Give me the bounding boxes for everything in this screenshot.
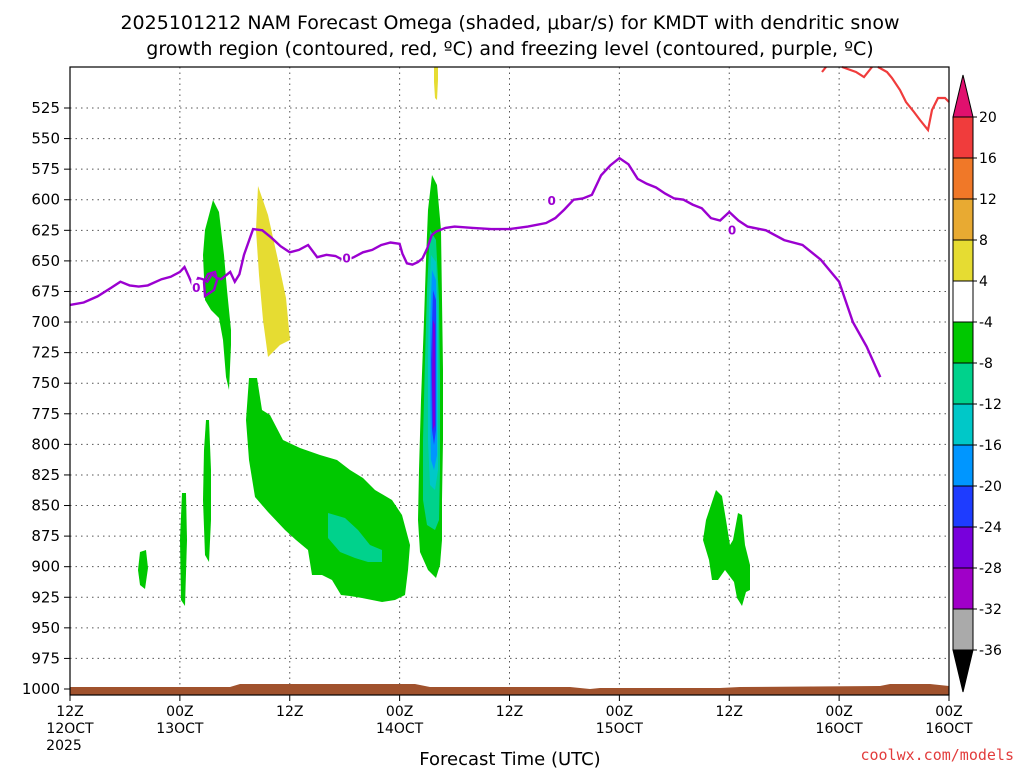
y-tick-label: 925 <box>31 588 60 606</box>
x-tick-label: 00Z <box>825 704 852 720</box>
x-tick-label: 12Z <box>716 704 743 720</box>
x-tick-label: 00Z <box>386 704 413 720</box>
y-tick-label: 750 <box>31 374 60 392</box>
freezing-label-bg <box>726 222 737 236</box>
colorbar-label: -8 <box>979 356 993 372</box>
y-tick-label: 875 <box>31 527 60 545</box>
colorbar-box <box>952 444 974 487</box>
omega-region-neg-13 <box>703 490 750 606</box>
colorbar-label: -36 <box>979 643 1002 659</box>
terrain-fill <box>70 684 949 695</box>
omega-shading <box>138 67 750 606</box>
freezing-level-contour <box>69 156 882 378</box>
dendritic-snow-growth-contour <box>821 65 950 133</box>
y-tick-label: 800 <box>31 435 60 453</box>
colorbar-label: -20 <box>979 479 1002 495</box>
y-tick-label: 1000 <box>22 680 60 698</box>
colorbar-label: -4 <box>979 315 993 331</box>
y-tick-label: 900 <box>31 558 60 576</box>
colorbar: 20 16 12 8 4 -4 -8 -12 -16 -20 -24 -28 -32 -36 <box>952 74 1002 693</box>
y-tick-label: 600 <box>31 191 60 209</box>
credit-text: coolwx.com/models <box>860 746 1014 764</box>
colorbar-label: 20 <box>979 110 997 126</box>
x-tick-label: 12Z <box>56 704 83 720</box>
y-tick-label: 850 <box>31 497 60 515</box>
freezing-label-bg <box>191 279 202 293</box>
colorbar-label: -24 <box>979 520 1002 536</box>
colorbar-box <box>952 239 974 282</box>
x-tick-label-end: 00Z <box>935 704 962 720</box>
colorbar-label: 4 <box>979 274 988 290</box>
omega-region-neg-2 <box>180 493 187 606</box>
x-tick-label: 13OCT <box>156 721 204 737</box>
x-tick-label: 16OCT <box>816 721 864 737</box>
freezing-label-bg <box>546 192 557 206</box>
omega-region-neg-11 <box>432 320 435 430</box>
colorbar-label: -28 <box>979 561 1002 577</box>
y-tick-label: 825 <box>31 466 60 484</box>
colorbar-box <box>952 526 974 569</box>
freezing-level-label: 0 <box>547 194 555 208</box>
colorbar-box <box>952 116 974 159</box>
y-axis-ticks: 525 550 575 600 625 650 675 700 725 750 775 800 825 8… <box>22 99 70 698</box>
x-axis-label: Forecast Time (UTC) <box>419 749 600 768</box>
y-tick-label: 650 <box>31 252 60 270</box>
y-tick-label: 625 <box>31 221 60 239</box>
colorbar-box <box>952 280 974 323</box>
omega-region-neg-1 <box>138 550 148 589</box>
y-tick-label: 975 <box>31 649 60 667</box>
colorbar-label: -16 <box>979 438 1002 454</box>
x-tick-label: 12Z <box>496 704 523 720</box>
omega-region-pos-1 <box>256 186 290 357</box>
colorbar-box <box>952 198 974 241</box>
y-tick-label: 525 <box>31 99 60 117</box>
colorbar-label: 12 <box>979 192 997 208</box>
colorbar-label: 8 <box>979 233 988 249</box>
chart-title-line2: growth region (contoured, red, ºC) and f… <box>146 38 873 60</box>
x-tick-label: 2025 <box>46 738 82 754</box>
colorbar-box <box>952 321 974 364</box>
y-tick-label: 675 <box>31 282 60 300</box>
x-tick-label-end-date: 16OCT <box>925 721 973 737</box>
x-tick-label: 00Z <box>166 704 193 720</box>
y-tick-label: 550 <box>31 130 60 148</box>
y-tick-label: 700 <box>31 313 60 331</box>
omega-region-neg-4 <box>203 200 231 390</box>
colorbar-label: -32 <box>979 602 1002 618</box>
colorbar-arrow-top <box>952 74 974 118</box>
colorbar-box <box>952 362 974 405</box>
omega-region-pos-2 <box>434 67 438 100</box>
x-tick-label: 12OCT <box>46 721 94 737</box>
y-tick-label: 775 <box>31 405 60 423</box>
gridlines <box>70 67 949 695</box>
chart-title-line1: 2025101212 NAM Forecast Omega (shaded, μ… <box>120 12 899 34</box>
y-tick-label: 725 <box>31 344 60 362</box>
colorbar-box <box>952 157 974 200</box>
freezing-level-label: 0 <box>342 251 350 265</box>
freezing-level-label: 0 <box>192 281 200 295</box>
x-tick-label: 12Z <box>276 704 303 720</box>
colorbar-box <box>952 567 974 610</box>
freezing-level-labels: 0 0 0 0 <box>191 192 737 295</box>
y-tick-label: 575 <box>31 160 60 178</box>
y-tick-label: 950 <box>31 619 60 637</box>
omega-region-neg-12 <box>328 513 382 562</box>
freezing-level-closed-contour <box>202 270 219 299</box>
freezing-label-bg <box>341 250 352 264</box>
colorbar-box <box>952 485 974 528</box>
colorbar-label: -12 <box>979 397 1002 413</box>
omega-region-neg-3 <box>203 420 211 562</box>
colorbar-box <box>952 403 974 446</box>
x-tick-label: 15OCT <box>596 721 644 737</box>
colorbar-box <box>952 608 974 651</box>
x-tick-label: 00Z <box>606 704 633 720</box>
colorbar-arrow-bottom <box>952 649 974 693</box>
freezing-level-label: 0 <box>728 223 736 237</box>
x-tick-label: 14OCT <box>376 721 424 737</box>
colorbar-label: 16 <box>979 151 997 167</box>
